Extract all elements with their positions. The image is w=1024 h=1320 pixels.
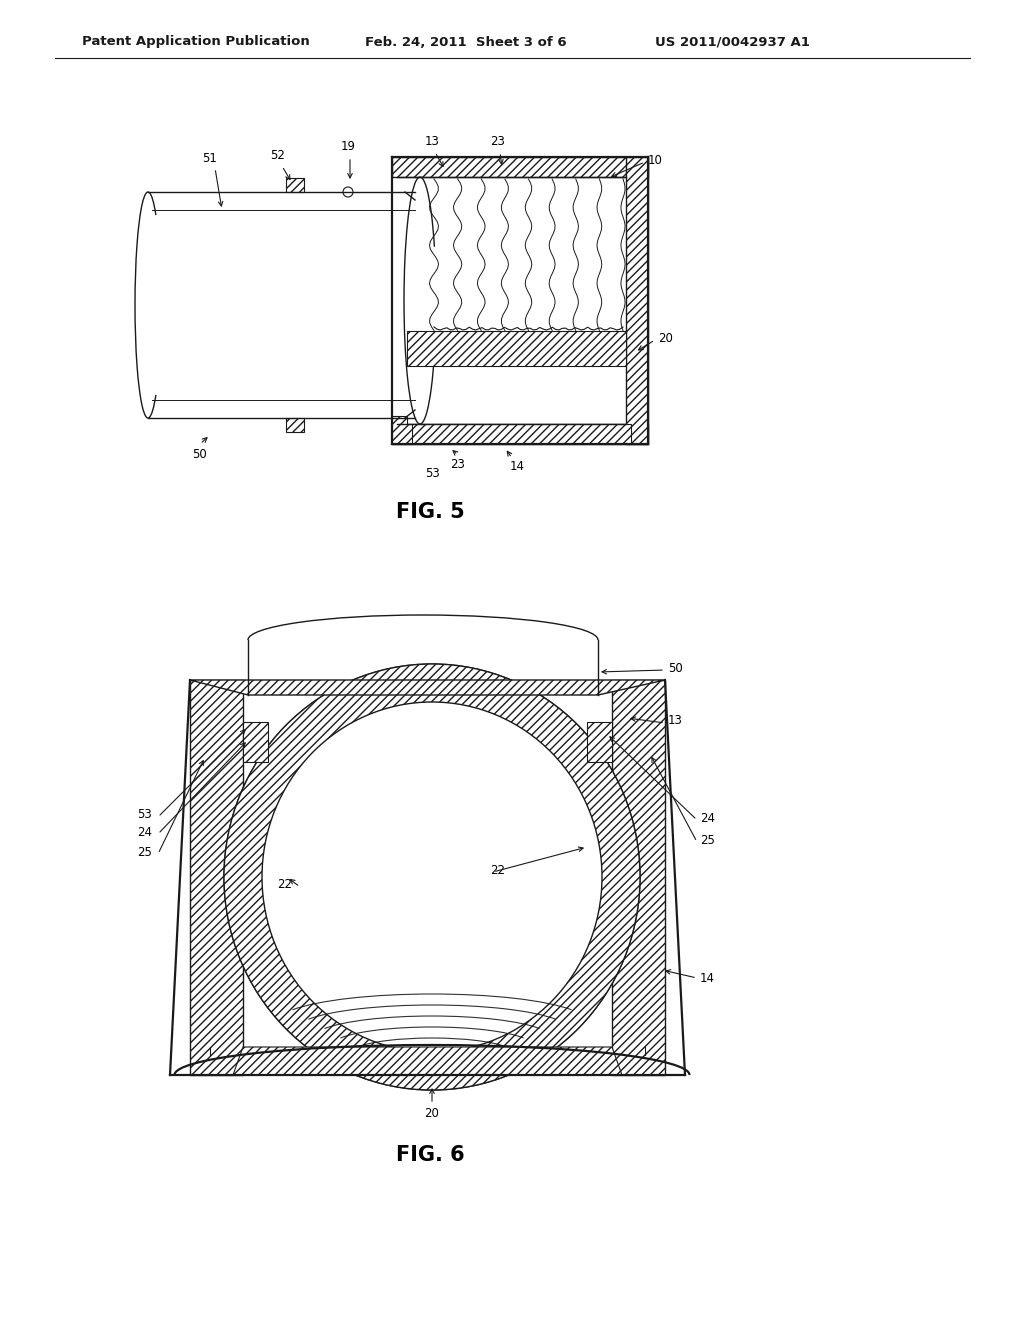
Ellipse shape <box>262 702 602 1052</box>
Polygon shape <box>190 680 243 1074</box>
Text: 53: 53 <box>425 467 439 480</box>
Text: 13: 13 <box>425 135 439 148</box>
Polygon shape <box>392 424 648 444</box>
Text: 20: 20 <box>658 331 673 345</box>
Text: 25: 25 <box>700 833 715 846</box>
Polygon shape <box>233 1047 622 1074</box>
Polygon shape <box>392 416 412 444</box>
Polygon shape <box>286 418 304 432</box>
Text: US 2011/0042937 A1: US 2011/0042937 A1 <box>655 36 810 49</box>
Text: 50: 50 <box>193 447 207 461</box>
Text: 24: 24 <box>700 812 715 825</box>
Text: FIG. 5: FIG. 5 <box>395 502 464 521</box>
Text: 14: 14 <box>510 459 525 473</box>
Polygon shape <box>190 680 665 696</box>
Polygon shape <box>612 680 665 1074</box>
Polygon shape <box>392 424 631 444</box>
Text: 23: 23 <box>490 135 506 148</box>
Text: 53: 53 <box>137 808 152 821</box>
Text: 10: 10 <box>648 153 663 166</box>
Polygon shape <box>243 722 268 762</box>
Text: 51: 51 <box>203 152 217 165</box>
Polygon shape <box>587 722 612 762</box>
Ellipse shape <box>224 664 640 1090</box>
Ellipse shape <box>224 664 640 1090</box>
Text: 13: 13 <box>668 714 683 726</box>
Text: Feb. 24, 2011  Sheet 3 of 6: Feb. 24, 2011 Sheet 3 of 6 <box>365 36 566 49</box>
Text: 20: 20 <box>425 1107 439 1119</box>
Text: 22: 22 <box>490 863 505 876</box>
Polygon shape <box>392 157 648 177</box>
Polygon shape <box>286 178 304 191</box>
Polygon shape <box>407 330 626 366</box>
Polygon shape <box>626 157 648 444</box>
Text: FIG. 6: FIG. 6 <box>395 1144 464 1166</box>
Text: 14: 14 <box>700 972 715 985</box>
Text: Patent Application Publication: Patent Application Publication <box>82 36 309 49</box>
Text: 52: 52 <box>270 149 286 162</box>
Text: 23: 23 <box>451 458 466 471</box>
Text: 22: 22 <box>278 879 292 891</box>
Text: 25: 25 <box>137 846 152 858</box>
Text: 50: 50 <box>668 661 683 675</box>
Text: 24: 24 <box>137 825 152 838</box>
Text: 19: 19 <box>341 140 355 153</box>
